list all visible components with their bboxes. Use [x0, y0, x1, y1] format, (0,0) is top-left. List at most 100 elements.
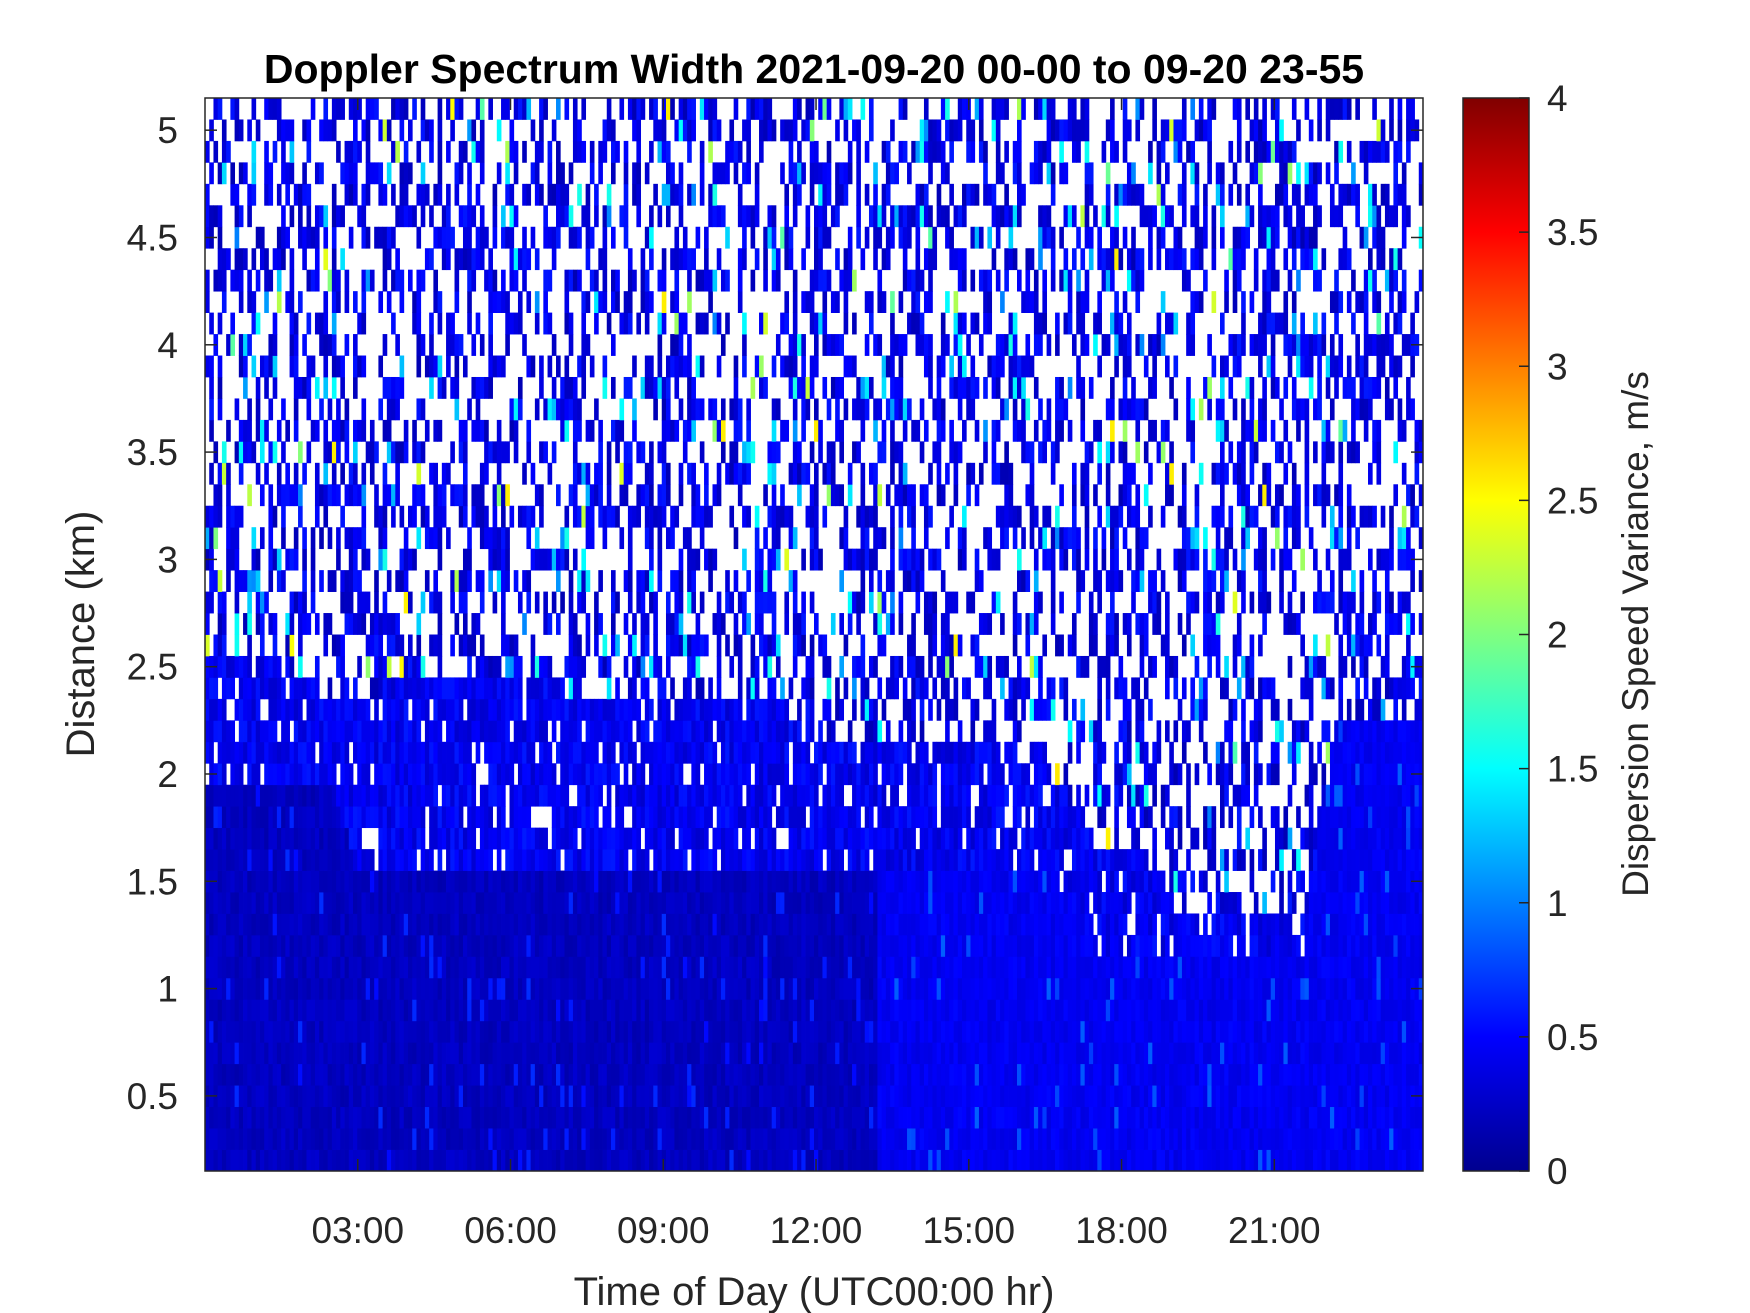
heatmap-cell: [564, 312, 570, 335]
heatmap-cell: [792, 999, 798, 1022]
heatmap-cell: [691, 956, 696, 979]
heatmap-cell: [750, 441, 756, 464]
heatmap-cell: [564, 527, 570, 550]
heatmap-cell: [572, 934, 578, 957]
heatmap-cell: [712, 183, 718, 206]
heatmap-cell: [408, 1149, 413, 1171]
heatmap-cell: [775, 763, 781, 786]
heatmap-cell: [665, 870, 671, 893]
heatmap-cell: [704, 484, 709, 507]
heatmap-cell: [750, 269, 756, 292]
heatmap-cell: [564, 505, 570, 528]
heatmap-cell: [589, 999, 595, 1022]
heatmap-cell: [378, 183, 384, 206]
heatmap-cell: [331, 827, 337, 850]
heatmap-cell: [365, 763, 371, 786]
heatmap-cell: [395, 570, 400, 592]
heatmap-cell: [467, 806, 472, 829]
heatmap-cell: [615, 913, 620, 936]
heatmap-cell: [298, 376, 303, 399]
heatmap-cell: [479, 784, 485, 807]
heatmap-cell: [784, 355, 790, 378]
heatmap-cell: [437, 613, 443, 635]
heatmap-cell: [475, 613, 481, 635]
heatmap-cell: [611, 956, 616, 979]
heatmap-cell: [526, 698, 532, 721]
heatmap-cell: [471, 1063, 477, 1086]
heatmap-cell: [331, 355, 337, 378]
heatmap-cell: [365, 1063, 371, 1086]
heatmap-cell: [327, 849, 333, 871]
heatmap-cell: [657, 505, 663, 528]
heatmap-cell: [636, 1106, 642, 1129]
heatmap-cell: [441, 462, 447, 485]
heatmap-cell: [209, 892, 214, 914]
heatmap-cell: [416, 655, 422, 678]
heatmap-cell: [348, 913, 354, 936]
heatmap-cell: [543, 655, 548, 678]
heatmap-cell: [471, 376, 477, 399]
heatmap-cell: [682, 1085, 688, 1108]
heatmap-cell: [670, 677, 675, 700]
heatmap-cell: [708, 934, 713, 957]
heatmap-cell: [386, 999, 392, 1022]
heatmap-cell: [386, 977, 392, 1000]
heatmap-cell: [471, 119, 477, 142]
heatmap-cell: [564, 977, 570, 1000]
heatmap-cell: [695, 484, 701, 507]
heatmap-cell: [729, 441, 735, 464]
heatmap-cell: [509, 1063, 515, 1086]
heatmap-cell: [323, 698, 329, 721]
heatmap-cell: [691, 1020, 696, 1043]
heatmap-cell: [505, 441, 510, 464]
heatmap-cell: [530, 226, 536, 249]
heatmap-cell: [298, 784, 303, 807]
heatmap-cell: [644, 1085, 650, 1108]
heatmap-cell: [336, 484, 341, 507]
heatmap-cell: [699, 806, 705, 829]
heatmap-cell: [505, 291, 510, 313]
heatmap-cell: [429, 1128, 434, 1150]
heatmap-cell: [475, 849, 481, 871]
heatmap-cell: [649, 1020, 654, 1043]
heatmap-cell: [505, 1042, 510, 1065]
heatmap-cell: [416, 484, 422, 507]
heatmap-cell: [462, 1020, 468, 1043]
heatmap-cell: [737, 1020, 743, 1043]
heatmap-cell: [475, 1149, 481, 1171]
heatmap-cell: [213, 956, 219, 979]
heatmap-cell: [661, 956, 667, 979]
heatmap-cell: [344, 591, 350, 614]
heatmap-cell: [462, 892, 468, 914]
heatmap-cell: [771, 763, 777, 786]
heatmap-cell: [344, 527, 350, 550]
heatmap-cell: [623, 226, 629, 249]
heatmap-cell: [513, 419, 519, 442]
heatmap-cell: [378, 977, 384, 1000]
heatmap-cell: [412, 1106, 417, 1129]
heatmap-cell: [217, 226, 223, 249]
heatmap-cell: [213, 98, 219, 120]
heatmap-cell: [560, 784, 565, 807]
heatmap-cell: [408, 677, 413, 700]
heatmap-cell: [556, 1149, 561, 1171]
heatmap-cell: [691, 763, 696, 786]
heatmap-cell: [243, 741, 248, 764]
heatmap-cell: [767, 1042, 773, 1065]
heatmap-cell: [209, 849, 214, 871]
heatmap-cell: [809, 1106, 815, 1129]
heatmap-cell: [661, 913, 667, 936]
heatmap-cell: [391, 913, 396, 936]
heatmap-cell: [374, 655, 379, 678]
heatmap-cell: [353, 548, 358, 571]
heatmap-cell: [759, 763, 764, 786]
heatmap-cell: [556, 827, 561, 850]
heatmap-cell: [336, 1042, 341, 1065]
heatmap-cell: [395, 98, 400, 120]
heatmap-cell: [775, 698, 781, 721]
heatmap-cell: [314, 1128, 320, 1150]
heatmap-cell: [649, 1128, 654, 1150]
heatmap-cell: [636, 140, 642, 163]
heatmap-cell: [454, 977, 460, 1000]
heatmap-cell: [522, 248, 527, 271]
